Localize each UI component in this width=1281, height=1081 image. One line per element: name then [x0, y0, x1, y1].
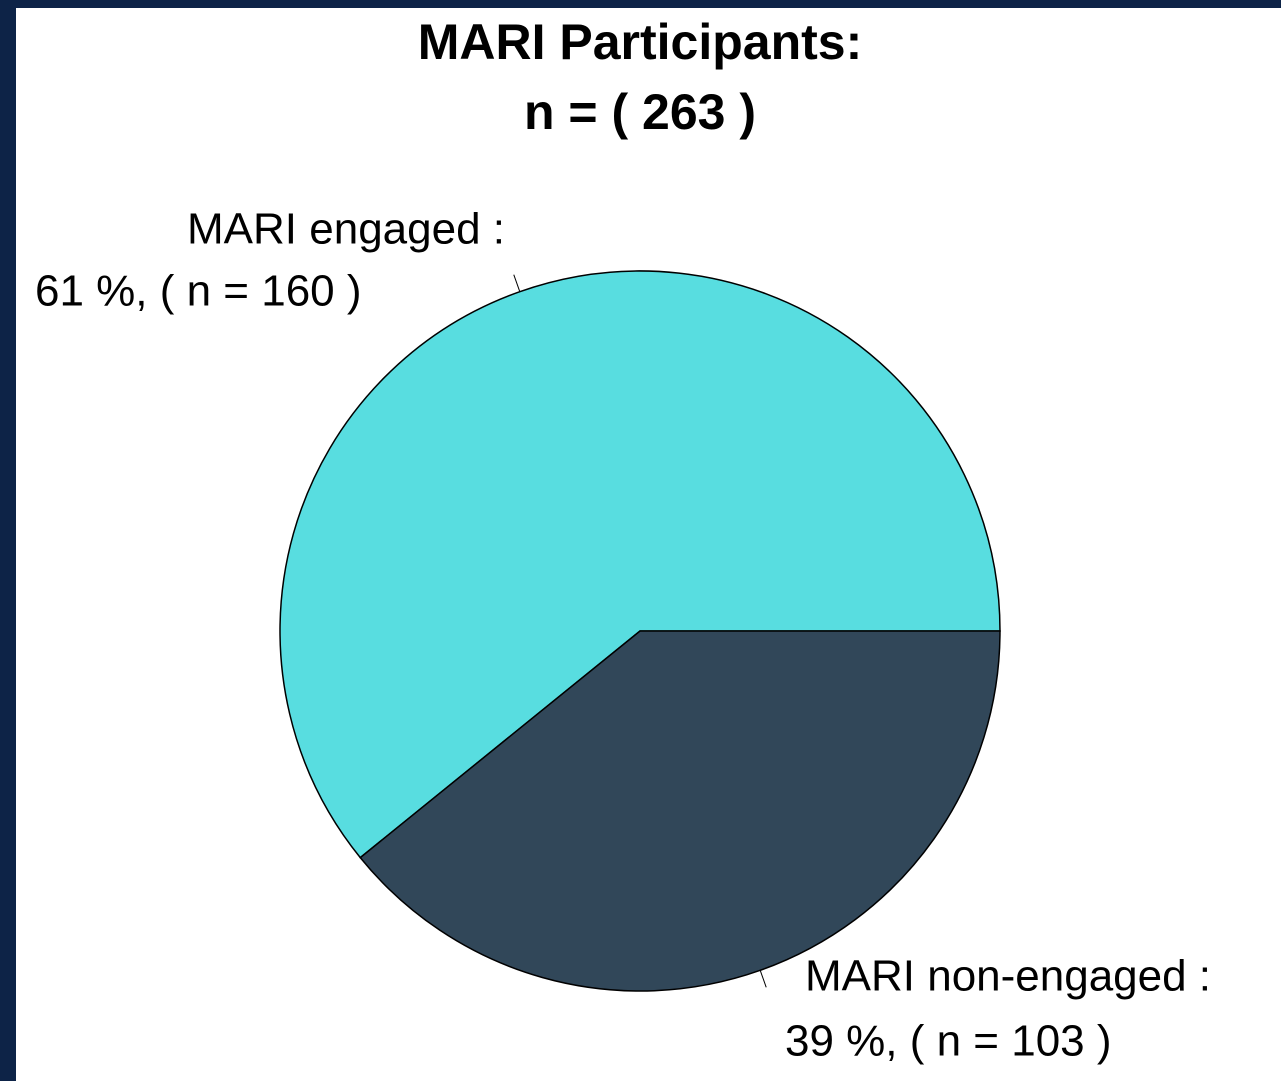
value-label: 39 %, ( n = 103 ) — [785, 1017, 1112, 1066]
pie-slice — [359, 630, 1001, 992]
label-tick — [759, 970, 767, 988]
chart-subtitle: n = ( 263 ) — [524, 84, 756, 140]
label-tick — [513, 274, 521, 292]
chart: MARI Participants: n = ( 263 ) MARI enga… — [16, 8, 1281, 1081]
value-label: 61 %, ( n = 160 ) — [35, 267, 362, 316]
slice-label: MARI engaged : — [187, 205, 505, 254]
slice-label: MARI non-engaged : — [805, 952, 1211, 1001]
chart-title: MARI Participants: — [418, 14, 863, 70]
